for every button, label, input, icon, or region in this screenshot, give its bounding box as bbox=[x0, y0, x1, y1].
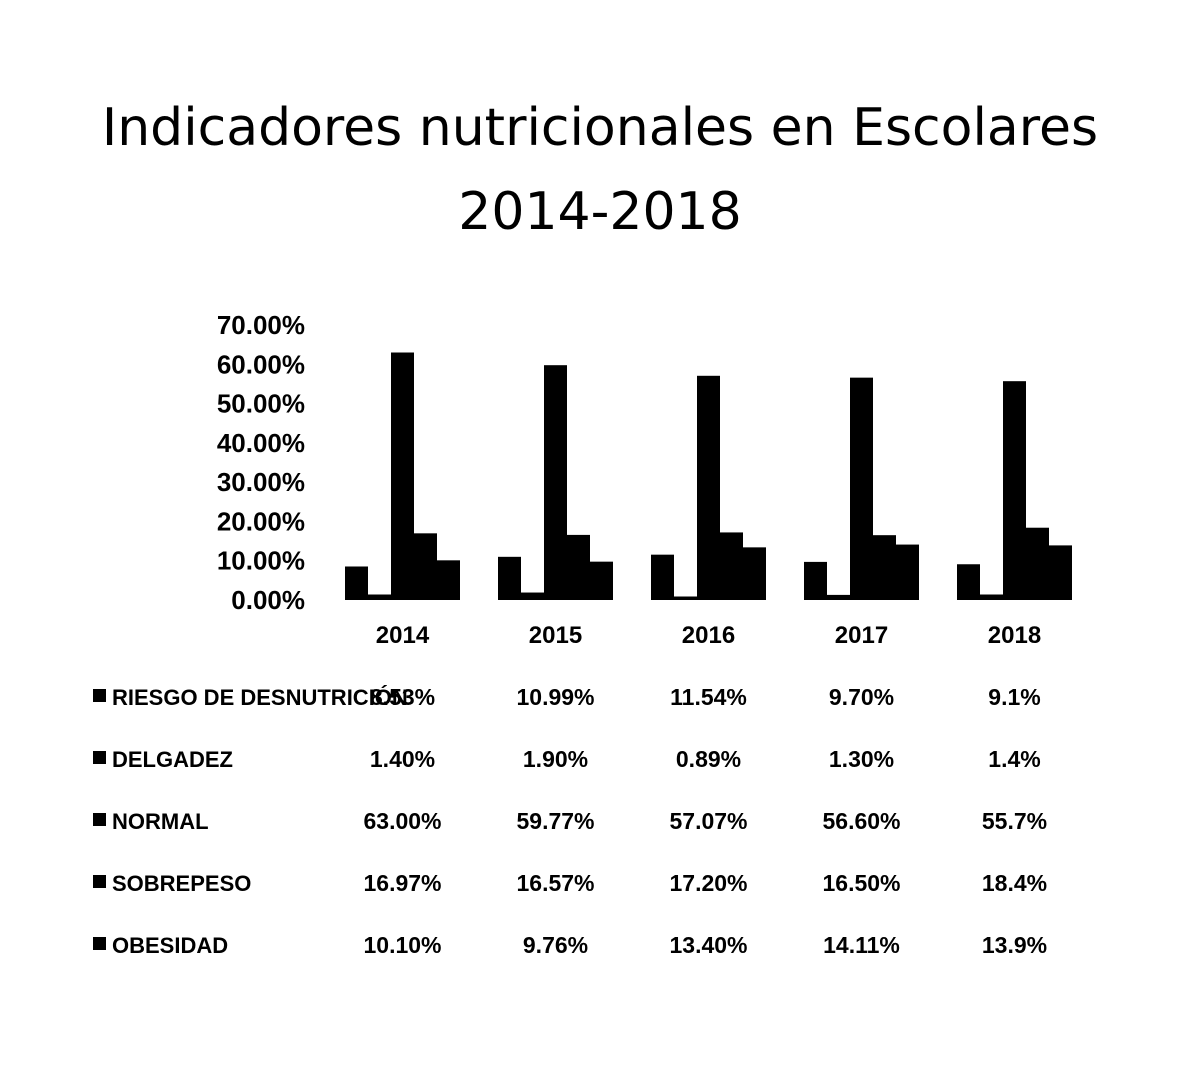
legend-swatch bbox=[93, 937, 106, 950]
chart-subtitle: 2014-2018 bbox=[458, 182, 742, 242]
data-label: 59.77% bbox=[516, 808, 594, 834]
data-label: 63.00% bbox=[363, 808, 441, 834]
y-tick-label: 60.00% bbox=[217, 349, 305, 379]
legend-label: SOBREPESO bbox=[112, 871, 251, 896]
data-label: 9.1% bbox=[988, 684, 1040, 710]
bar bbox=[368, 594, 391, 600]
legend-label: DELGADEZ bbox=[112, 747, 233, 772]
bar bbox=[980, 594, 1003, 600]
data-label: 8.53% bbox=[370, 684, 435, 710]
bar bbox=[873, 535, 896, 600]
bar bbox=[544, 365, 567, 600]
chart-title: Indicadores nutricionales en Escolares bbox=[101, 98, 1099, 158]
data-label: 1.40% bbox=[370, 746, 435, 772]
x-tick-label: 2018 bbox=[988, 622, 1041, 649]
data-label: 9.76% bbox=[523, 932, 588, 958]
data-label: 56.60% bbox=[822, 808, 900, 834]
bar bbox=[827, 594, 850, 600]
y-tick-label: 20.00% bbox=[217, 506, 305, 536]
legend-swatch bbox=[93, 875, 106, 888]
x-tick-label: 2016 bbox=[682, 622, 735, 649]
data-label: 10.10% bbox=[363, 932, 441, 958]
data-label: 18.4% bbox=[982, 870, 1047, 896]
data-label: 1.30% bbox=[829, 746, 894, 772]
bar bbox=[498, 556, 521, 600]
legend-swatch bbox=[93, 689, 106, 702]
x-tick-label: 2014 bbox=[376, 622, 430, 649]
y-tick-label: 0.00% bbox=[231, 585, 305, 615]
bar bbox=[850, 377, 873, 600]
bar bbox=[896, 544, 919, 600]
y-tick-label: 50.00% bbox=[217, 389, 305, 419]
data-label: 11.54% bbox=[670, 684, 747, 710]
data-label: 13.40% bbox=[669, 932, 747, 958]
x-tick-label: 2017 bbox=[835, 622, 888, 649]
x-tick-label: 2015 bbox=[529, 622, 582, 649]
data-label: 9.70% bbox=[829, 684, 894, 710]
data-label: 13.9% bbox=[982, 932, 1047, 958]
bar bbox=[521, 592, 544, 600]
data-label: 10.99% bbox=[516, 684, 594, 710]
legend-swatch bbox=[93, 813, 106, 826]
bar bbox=[674, 596, 697, 600]
y-tick-label: 40.00% bbox=[217, 428, 305, 458]
bar bbox=[437, 560, 460, 600]
data-label: 0.89% bbox=[676, 746, 741, 772]
data-label: 1.4% bbox=[988, 746, 1040, 772]
data-label: 16.50% bbox=[822, 870, 900, 896]
bar bbox=[567, 534, 590, 600]
bar bbox=[651, 554, 674, 600]
data-label: 16.97% bbox=[363, 870, 441, 896]
y-tick-label: 70.00% bbox=[217, 310, 305, 340]
legend-label: NORMAL bbox=[112, 809, 209, 834]
bar bbox=[1026, 527, 1049, 600]
data-label: 55.7% bbox=[982, 808, 1047, 834]
bar bbox=[1049, 545, 1072, 600]
data-label: 1.90% bbox=[523, 746, 588, 772]
bar bbox=[590, 561, 613, 600]
data-label: 17.20% bbox=[669, 870, 747, 896]
bar bbox=[804, 561, 827, 600]
bar bbox=[957, 564, 980, 600]
legend-label: RIESGO DE DESNUTRICIÓN bbox=[112, 685, 408, 710]
y-tick-label: 10.00% bbox=[217, 546, 305, 576]
bar bbox=[697, 375, 720, 600]
data-label: 57.07% bbox=[669, 808, 747, 834]
legend-label: OBESIDAD bbox=[112, 933, 228, 958]
bar bbox=[345, 566, 368, 600]
bar bbox=[1003, 381, 1026, 600]
bar bbox=[743, 547, 766, 600]
legend-swatch bbox=[93, 751, 106, 764]
bar bbox=[414, 533, 437, 600]
bar bbox=[720, 532, 743, 600]
bar bbox=[391, 352, 414, 600]
y-tick-label: 30.00% bbox=[217, 467, 305, 497]
data-label: 14.11% bbox=[823, 932, 900, 958]
data-label: 16.57% bbox=[516, 870, 594, 896]
